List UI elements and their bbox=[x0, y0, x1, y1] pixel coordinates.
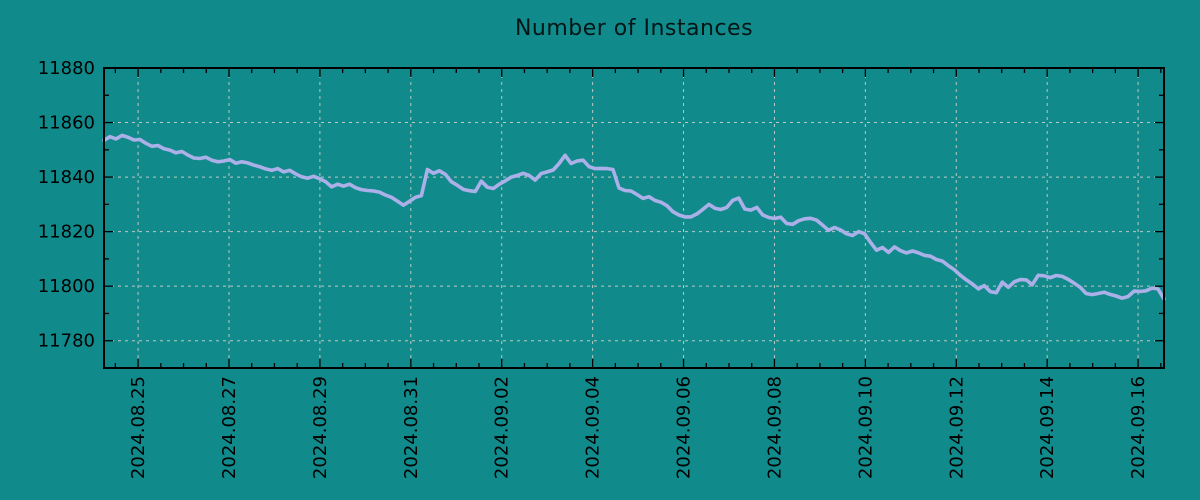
y-tick-label: 11880 bbox=[38, 58, 95, 79]
x-tick-label: 2024.09.10 bbox=[855, 376, 876, 479]
y-tick-label: 11840 bbox=[38, 167, 95, 188]
x-tick-label: 2024.08.29 bbox=[310, 376, 331, 479]
x-tick-label: 2024.08.25 bbox=[128, 376, 149, 479]
x-tick-label: 2024.09.06 bbox=[674, 376, 695, 479]
x-tick-labels: 2024.08.25 2024.08.27 2024.08.29 2024.08.31… bbox=[128, 376, 1149, 479]
x-tick-label: 2024.09.04 bbox=[583, 376, 604, 479]
plot-border bbox=[103, 67, 1165, 369]
y-tick-label: 11800 bbox=[38, 276, 95, 297]
y-tick-label: 11820 bbox=[38, 222, 95, 243]
series-line bbox=[102, 133, 1166, 301]
x-tick-label: 2024.09.14 bbox=[1037, 376, 1058, 479]
gridlines bbox=[104, 67, 1164, 368]
y-tick-labels: 11780 11800 11820 11840 11860 11880 bbox=[38, 58, 95, 352]
axis-ticks bbox=[104, 67, 1164, 369]
x-tick-label: 2024.08.27 bbox=[219, 376, 240, 479]
x-tick-label: 2024.09.02 bbox=[492, 376, 513, 479]
x-tick-label: 2024.09.16 bbox=[1128, 376, 1149, 479]
x-tick-label: 2024.09.12 bbox=[946, 376, 967, 479]
x-tick-label: 2024.09.08 bbox=[764, 376, 785, 479]
x-tick-label: 2024.08.31 bbox=[401, 376, 422, 479]
y-tick-label: 11780 bbox=[38, 331, 95, 352]
chart-title: Number of Instances bbox=[514, 16, 754, 41]
y-tick-label: 11860 bbox=[38, 113, 95, 134]
